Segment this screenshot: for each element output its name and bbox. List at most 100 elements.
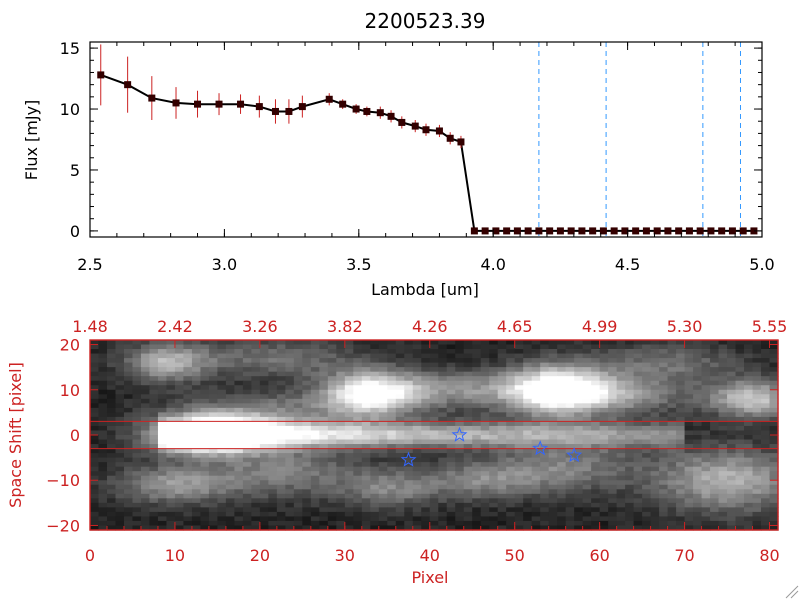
image-pixel	[217, 480, 227, 486]
image-pixel	[565, 484, 575, 490]
image-pixel	[438, 416, 448, 423]
image-pixel	[616, 349, 626, 355]
image-pixel	[302, 358, 312, 364]
image-pixel	[327, 493, 337, 499]
image-pixel	[285, 344, 295, 350]
image-pixel	[693, 425, 703, 432]
image-pixel	[591, 471, 601, 477]
image-pixel	[735, 525, 745, 531]
image-pixel	[421, 430, 431, 436]
image-pixel	[574, 362, 584, 368]
image-pixel	[387, 462, 397, 468]
image-pixel	[225, 358, 235, 364]
image-pixel	[642, 421, 652, 427]
image-pixel	[531, 340, 541, 346]
image-pixel	[735, 371, 745, 377]
image-pixel	[276, 493, 286, 499]
image-pixel	[599, 416, 609, 423]
image-pixel	[710, 462, 720, 468]
image-pixel	[225, 367, 235, 373]
image-pixel	[591, 358, 601, 364]
image-pixel	[540, 484, 550, 490]
image-pixel	[557, 448, 567, 454]
image-pixel	[378, 416, 388, 423]
image-pixel	[174, 362, 185, 368]
image-pixel	[514, 407, 524, 413]
image-pixel	[183, 358, 193, 364]
image-pixel	[378, 371, 388, 377]
image-pixel	[361, 507, 371, 513]
image-pixel	[225, 425, 235, 432]
image-pixel	[608, 398, 618, 404]
image-pixel	[268, 367, 278, 373]
image-pixel	[225, 507, 235, 513]
image-pixel	[455, 439, 465, 445]
image-pixel	[548, 520, 558, 527]
image-pixel	[225, 430, 235, 436]
image-pixel	[293, 484, 303, 490]
image-pixel	[438, 403, 448, 409]
image-pixel	[174, 511, 185, 518]
image-pixel	[412, 367, 422, 373]
data-point	[707, 227, 715, 235]
image-pixel	[667, 394, 677, 400]
image-pixel	[650, 358, 660, 364]
image-pixel	[480, 520, 490, 527]
image-pixel	[149, 520, 159, 527]
image-pixel	[506, 480, 516, 486]
image-pixel	[370, 489, 380, 495]
image-pixel	[642, 493, 652, 499]
image-pixel	[404, 412, 414, 418]
image-pixel	[557, 407, 567, 413]
image-pixel	[548, 430, 558, 436]
image-pixel	[174, 516, 185, 522]
image-pixel	[693, 475, 703, 481]
image-pixel	[514, 507, 524, 513]
image-pixel	[463, 349, 473, 355]
image-pixel	[140, 507, 151, 513]
image-pixel	[761, 340, 771, 346]
image-pixel	[378, 340, 388, 346]
image-pixel	[208, 475, 218, 481]
image-pixel	[701, 435, 711, 441]
image-pixel	[140, 435, 151, 441]
image-pixel	[370, 480, 380, 486]
image-pixel	[395, 471, 405, 477]
image-pixel	[625, 416, 635, 423]
image-pixel	[591, 412, 601, 418]
image-pixel	[242, 525, 252, 531]
image-pixel	[183, 525, 193, 531]
image-pixel	[336, 525, 346, 531]
image-pixel	[735, 425, 745, 432]
image-pixel	[293, 480, 303, 486]
image-pixel	[353, 394, 363, 400]
image-pixel	[200, 394, 210, 400]
image-pixel	[616, 435, 626, 441]
image-pixel	[633, 520, 643, 527]
image-pixel	[693, 412, 703, 418]
image-pixel	[132, 525, 142, 531]
image-pixel	[251, 371, 261, 377]
image-pixel	[523, 353, 533, 359]
image-pixel	[548, 425, 558, 432]
image-pixel	[208, 367, 218, 373]
image-pixel	[344, 349, 354, 355]
image-pixel	[735, 475, 745, 481]
image-pixel	[650, 376, 660, 382]
image-pixel	[90, 444, 100, 450]
image-pixel	[735, 484, 745, 490]
image-pixel	[480, 430, 490, 436]
image-pixel	[225, 416, 235, 423]
image-pixel	[395, 349, 405, 355]
x-axis-label: Lambda [um]	[371, 280, 479, 299]
image-pixel	[718, 516, 728, 522]
image-pixel	[336, 444, 346, 450]
resize-grip-icon[interactable]	[785, 585, 799, 599]
image-pixel	[591, 367, 601, 373]
pixel-tick-label: 40	[420, 546, 440, 565]
image-pixel	[514, 516, 524, 522]
image-pixel	[446, 403, 456, 409]
image-pixel	[591, 525, 601, 531]
image-pixel	[191, 525, 202, 531]
image-pixel	[565, 389, 575, 395]
